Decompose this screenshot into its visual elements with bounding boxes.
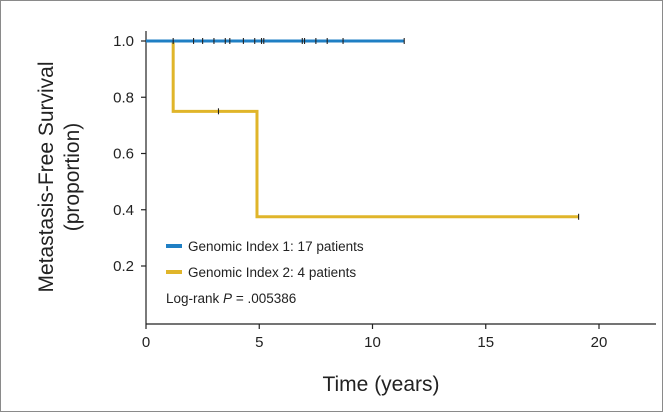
x-tick-label: 20: [591, 334, 608, 351]
y-tick-label: 1.0: [113, 33, 134, 50]
y-tick-label: 0.6: [113, 146, 134, 163]
x-tick-label: 0: [142, 334, 150, 351]
y-axis-title: Metastasis-Free Survival (proportion): [35, 61, 84, 292]
legend-swatch-genomic-index-2: [166, 270, 182, 274]
x-axis-title: Time (years): [322, 373, 439, 396]
y-tick-label: 0.4: [113, 202, 134, 219]
log-rank-value: = .005386: [232, 291, 296, 306]
y-axis-title-line-1: Metastasis-Free Survival: [35, 61, 58, 292]
x-tick-label: 15: [477, 334, 494, 351]
y-tick-label: 0.8: [113, 89, 134, 106]
x-tick-label: 10: [364, 334, 381, 351]
y-ticks: 0.2 0.4 0.6 0.8 1.0: [113, 33, 146, 275]
legend-label-genomic-index-1: Genomic Index 1: 17 patients: [188, 239, 364, 254]
legend: Genomic Index 1: 17 patients Genomic Ind…: [166, 239, 364, 280]
legend-label-genomic-index-2: Genomic Index 2: 4 patients: [188, 265, 356, 280]
log-rank-annotation: Log-rank P = .005386: [166, 291, 296, 306]
y-axis-title-line-2: (proportion): [61, 123, 84, 232]
log-rank-prefix: Log-rank: [166, 291, 223, 306]
x-tick-label: 5: [255, 334, 263, 351]
x-ticks: 0 5 10 15 20: [142, 324, 608, 351]
y-tick-label: 0.2: [113, 258, 134, 275]
axes: [145, 31, 656, 325]
series-layer: [146, 38, 580, 220]
log-rank-p-symbol: P: [223, 291, 232, 306]
series-line-genomic-index-2: [146, 39, 579, 219]
legend-swatch-genomic-index-1: [166, 244, 182, 248]
